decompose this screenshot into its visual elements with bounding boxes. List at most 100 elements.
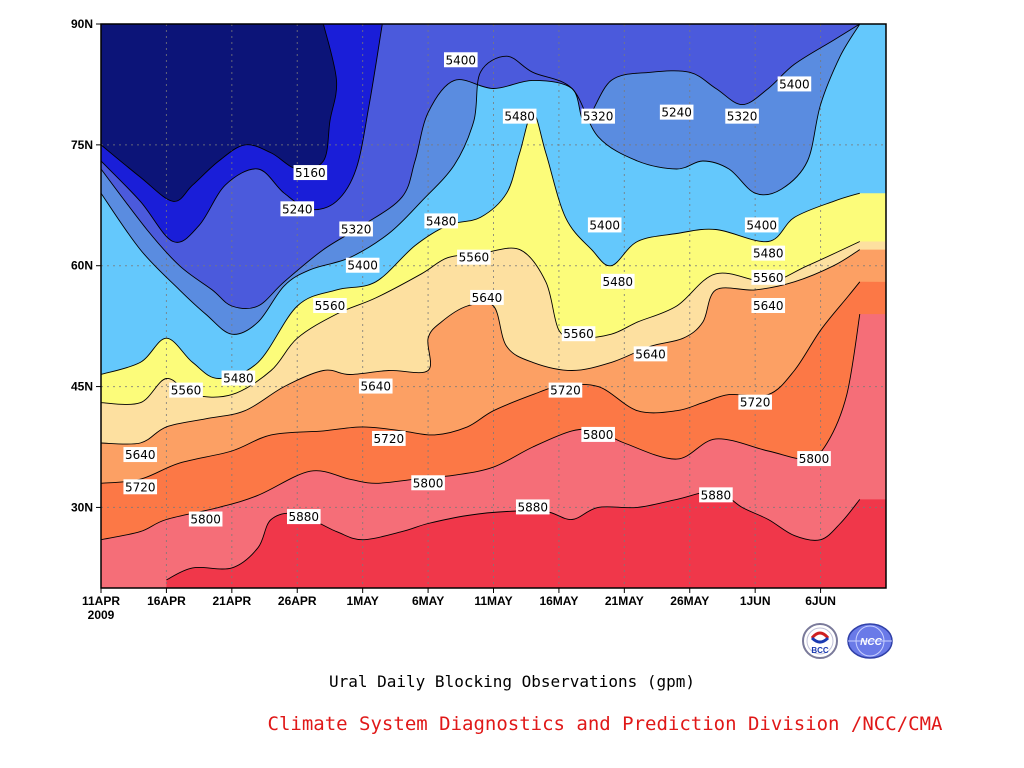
contour-label-text: 5560 bbox=[753, 271, 784, 285]
contour-label-text: 5400 bbox=[446, 53, 477, 67]
y-tick-label: 60N bbox=[71, 259, 93, 273]
contour-label-bg bbox=[424, 213, 458, 229]
contour-label: 5720 bbox=[372, 430, 406, 446]
contour-label: 5400 bbox=[744, 217, 779, 233]
contour-labels: 5400 5480 5320 5240 5320 5400 5160 5240 5320 5400… bbox=[123, 52, 831, 527]
contour-label-bg bbox=[502, 108, 537, 124]
x-tick-label: 6JUN bbox=[805, 594, 836, 608]
ncc-logo-text: NCC bbox=[860, 637, 882, 648]
x-tick-label: 16APR bbox=[147, 594, 186, 608]
contour-label-bg bbox=[188, 511, 223, 527]
contour-label: 5320 bbox=[725, 108, 759, 124]
contour-label-bg bbox=[358, 378, 393, 394]
contour-label: 5320 bbox=[339, 221, 373, 237]
contour-label-text: 5640 bbox=[125, 448, 156, 462]
contour-label: 5240 bbox=[280, 201, 315, 217]
contour-label-text: 5560 bbox=[563, 327, 594, 341]
contour-label: 5560 bbox=[457, 249, 491, 265]
x-tick-label: 16MAY bbox=[539, 594, 578, 608]
contour-label-text: 5880 bbox=[517, 500, 548, 514]
contour-label-bg bbox=[548, 382, 583, 398]
contour-label: 5640 bbox=[633, 346, 668, 362]
x-tick-label: 26APR bbox=[278, 594, 317, 608]
contour-label-bg bbox=[751, 245, 786, 261]
contour-label: 5400 bbox=[777, 76, 812, 92]
contour-label-text: 5800 bbox=[413, 476, 444, 490]
contour-label: 5720 bbox=[123, 479, 158, 495]
contour-label: 5640 bbox=[751, 298, 786, 313]
contour-label-text: 5240 bbox=[282, 202, 313, 216]
contour-label-text: 5640 bbox=[472, 291, 503, 305]
x-year-label: 2009 bbox=[88, 608, 115, 622]
contour-label-bg bbox=[339, 221, 373, 237]
contour-label-bg bbox=[561, 326, 596, 342]
contour-label-bg bbox=[221, 370, 256, 386]
contour-label-bg bbox=[751, 269, 786, 285]
contour-label: 5640 bbox=[358, 378, 393, 394]
axes: 11APR 16APR 21APR 26APR 1MAY 6MAY 11MAY 16MAY 21… bbox=[71, 17, 836, 622]
y-tick-label: 30N bbox=[71, 500, 93, 514]
contour-label-bg bbox=[633, 346, 668, 362]
contour-label-text: 5400 bbox=[746, 218, 777, 232]
bcc-logo-text: BCC bbox=[811, 646, 829, 655]
contour-label-text: 5400 bbox=[347, 259, 378, 273]
contour-label-text: 5320 bbox=[727, 110, 758, 124]
x-tick-label: 21APR bbox=[212, 594, 251, 608]
contour-label: 5880 bbox=[699, 487, 733, 503]
chart-caption: Ural Daily Blocking Observations (gpm) bbox=[328, 672, 696, 691]
contour-label-text: 5400 bbox=[589, 218, 620, 232]
contour-label-bg bbox=[738, 394, 772, 410]
contour-label-text: 5320 bbox=[341, 222, 372, 236]
contour-label: 5560 bbox=[561, 326, 596, 342]
contour-label-bg bbox=[725, 108, 759, 124]
contour-label: 5480 bbox=[600, 273, 635, 289]
contour-label-bg bbox=[411, 475, 445, 491]
x-tick-label: 6MAY bbox=[412, 594, 444, 608]
y-tick-label: 90N bbox=[71, 17, 93, 31]
contour-label-bg bbox=[751, 298, 786, 313]
x-tick-label: 1MAY bbox=[347, 594, 379, 608]
contour-label: 5800 bbox=[188, 511, 223, 527]
contour-label-text: 5720 bbox=[125, 480, 156, 494]
contour-label: 5720 bbox=[548, 382, 583, 398]
contour-label-bg bbox=[280, 201, 315, 217]
contour-label-bg bbox=[515, 499, 550, 515]
contour-label: 5880 bbox=[286, 509, 321, 525]
contour-label: 5560 bbox=[169, 382, 203, 398]
contour-label-text: 5640 bbox=[635, 347, 666, 361]
contour-label-bg bbox=[699, 487, 733, 503]
contour-label-text: 5240 bbox=[661, 106, 692, 120]
contour-label-text: 5560 bbox=[315, 299, 346, 313]
contour-label-text: 5640 bbox=[753, 299, 784, 313]
contour-label-text: 5560 bbox=[171, 384, 202, 398]
contour-label-text: 5480 bbox=[753, 247, 784, 261]
contour-label: 5480 bbox=[502, 108, 537, 124]
contour-label-text: 5320 bbox=[583, 110, 614, 124]
contour-label-text: 5160 bbox=[295, 166, 326, 180]
contour-label-bg bbox=[659, 104, 694, 120]
contour-label-bg bbox=[123, 447, 158, 463]
x-tick-label: 26MAY bbox=[670, 594, 709, 608]
contour-label-text: 5800 bbox=[799, 452, 830, 466]
contour-line-5400 bbox=[101, 24, 861, 335]
contour-label-text: 5400 bbox=[779, 77, 810, 91]
credit-line: Climate System Diagnostics and Predictio… bbox=[267, 713, 943, 735]
contour-label: 5640 bbox=[470, 289, 504, 305]
y-tick-label: 45N bbox=[71, 380, 93, 394]
contour-label-bg bbox=[797, 451, 831, 467]
contour-label-bg bbox=[286, 509, 321, 525]
contour-label-text: 5480 bbox=[603, 275, 634, 289]
contour-line-5720 bbox=[101, 281, 861, 484]
contour-label: 5800 bbox=[411, 475, 445, 491]
contour-label: 5400 bbox=[443, 52, 478, 68]
contour-label-bg bbox=[345, 257, 380, 273]
contour-label: 5480 bbox=[424, 213, 458, 229]
contour-label-text: 5480 bbox=[223, 372, 254, 386]
contour-label-bg bbox=[123, 479, 158, 495]
contour-label: 5800 bbox=[581, 426, 615, 442]
contour-label-text: 5480 bbox=[504, 110, 535, 124]
contour-label-text: 5720 bbox=[550, 384, 581, 398]
x-tick-label: 1JUN bbox=[740, 594, 771, 608]
contour-label: 5560 bbox=[751, 269, 786, 285]
